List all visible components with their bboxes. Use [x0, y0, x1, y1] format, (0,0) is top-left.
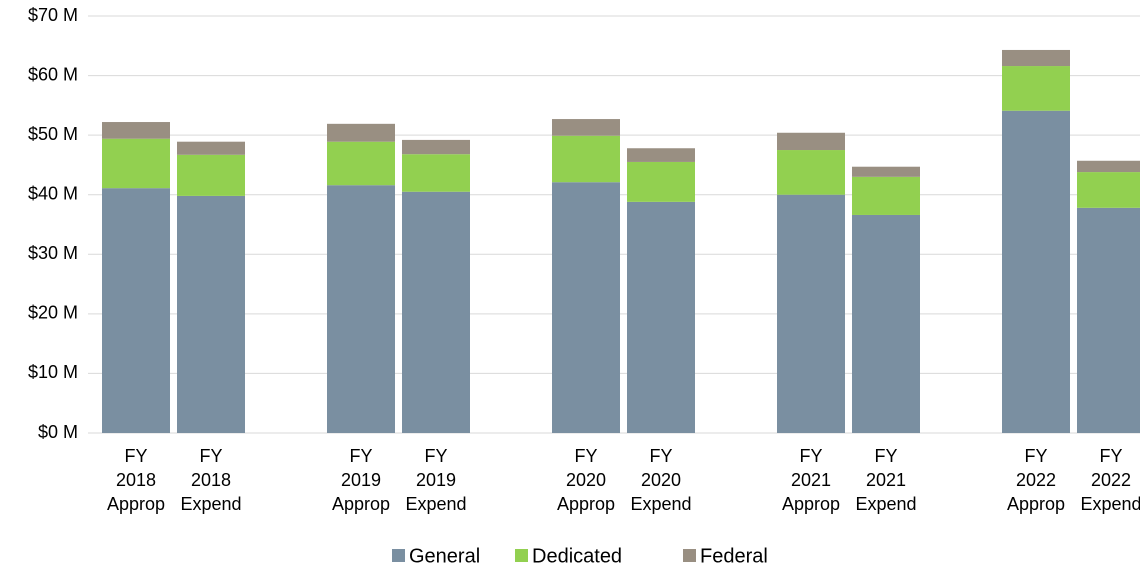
bar-segment — [102, 122, 170, 139]
bar-segment — [102, 188, 170, 433]
bar-segment — [627, 201, 695, 433]
bar-segment — [102, 138, 170, 189]
bar-segment — [627, 148, 695, 162]
bar-segment — [1077, 207, 1140, 433]
x-tick-label: 2020 — [566, 470, 606, 490]
y-tick-label: $70 M — [28, 5, 78, 25]
x-tick-label: FY — [649, 446, 672, 466]
x-tick-label: Expend — [630, 494, 691, 514]
bar-segment — [852, 166, 920, 177]
x-tick-label: 2019 — [416, 470, 456, 490]
x-tick-label: FY — [1024, 446, 1047, 466]
legend-label: General — [409, 545, 480, 567]
x-tick-label: 2020 — [641, 470, 681, 490]
bar-segment — [552, 182, 620, 433]
y-tick-label: $10 M — [28, 362, 78, 382]
bar-segment — [327, 123, 395, 142]
x-tick-label: Approp — [557, 494, 615, 514]
bar-segment — [177, 195, 245, 433]
x-tick-label: FY — [199, 446, 222, 466]
x-tick-label: 2019 — [341, 470, 381, 490]
legend-swatch — [683, 549, 696, 562]
bar-segment — [327, 141, 395, 186]
bar-segment — [627, 161, 695, 202]
bar-segment — [1002, 66, 1070, 111]
x-tick-label: Expend — [855, 494, 916, 514]
bar-segment — [402, 191, 470, 433]
x-tick-label: FY — [799, 446, 822, 466]
bar-segment — [777, 150, 845, 195]
bar-segment — [1077, 160, 1140, 173]
legend-label: Federal — [700, 545, 768, 567]
x-tick-label: 2022 — [1016, 470, 1056, 490]
y-tick-label: $40 M — [28, 183, 78, 203]
y-tick-label: $50 M — [28, 124, 78, 144]
x-tick-label: 2018 — [191, 470, 231, 490]
bar-segment — [552, 135, 620, 183]
bar-segment — [852, 176, 920, 215]
bar-segment — [402, 154, 470, 192]
x-tick-label: 2021 — [791, 470, 831, 490]
bar-segment — [1002, 49, 1070, 67]
legend-swatch — [392, 549, 405, 562]
bar-segment — [1077, 172, 1140, 208]
x-tick-label: FY — [124, 446, 147, 466]
x-tick-label: FY — [424, 446, 447, 466]
y-tick-label: $20 M — [28, 303, 78, 323]
y-tick-label: $0 M — [38, 422, 78, 442]
x-tick-label: FY — [874, 446, 897, 466]
x-tick-label: Approp — [1007, 494, 1065, 514]
x-tick-label: Approp — [332, 494, 390, 514]
bar-segment — [1002, 110, 1070, 434]
x-tick-label: 2022 — [1091, 470, 1131, 490]
y-tick-label: $60 M — [28, 64, 78, 84]
x-tick-label: FY — [1099, 446, 1122, 466]
bar-segment — [177, 154, 245, 196]
bar-segment — [327, 185, 395, 433]
x-tick-label: Approp — [782, 494, 840, 514]
bar-segment — [777, 194, 845, 433]
bar-segment — [777, 132, 845, 151]
x-tick-label: Approp — [107, 494, 165, 514]
x-tick-label: FY — [349, 446, 372, 466]
x-tick-label: FY — [574, 446, 597, 466]
x-tick-label: Expend — [180, 494, 241, 514]
x-tick-label: 2018 — [116, 470, 156, 490]
x-tick-label: Expend — [405, 494, 466, 514]
legend-label: Dedicated — [532, 545, 622, 567]
bar-segment — [552, 119, 620, 136]
x-tick-label: 2021 — [866, 470, 906, 490]
bar-segment — [852, 214, 920, 433]
x-tick-label: Expend — [1080, 494, 1140, 514]
y-tick-label: $30 M — [28, 243, 78, 263]
bar-segment — [402, 139, 470, 155]
bar-segment — [177, 141, 245, 155]
legend-swatch — [515, 549, 528, 562]
